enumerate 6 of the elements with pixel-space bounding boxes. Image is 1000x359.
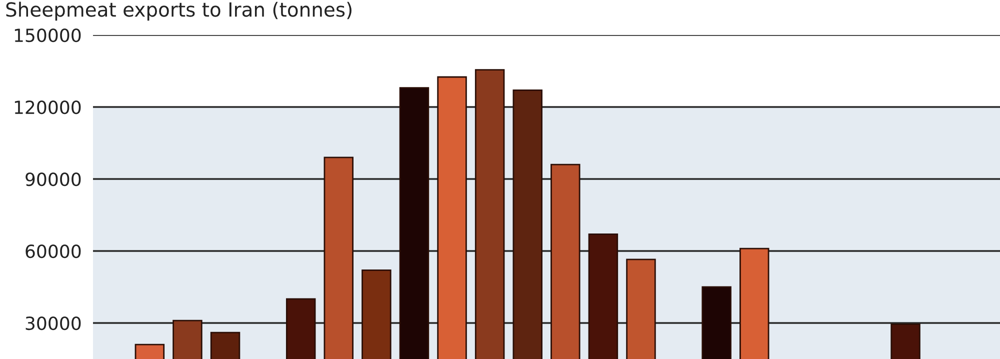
chart-title: Sheepmeat exports to Iran (tonnes) [6,2,352,21]
y-tick-label: 60000 [26,244,81,258]
y-tick-label: 120000 [14,100,81,114]
y-tick-label: 30000 [26,316,81,330]
y-tick-label: 150000 [14,28,81,42]
y-tick-label: 90000 [26,172,81,186]
